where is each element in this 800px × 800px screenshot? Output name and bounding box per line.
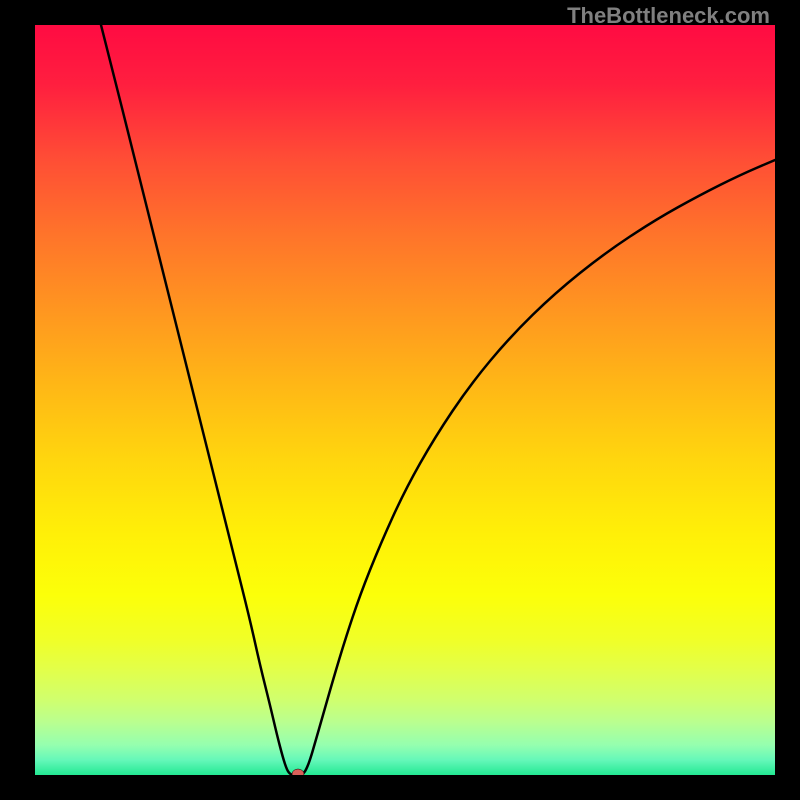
- chart-container: TheBottleneck.com: [0, 0, 800, 800]
- plot-area: [35, 25, 775, 775]
- chart-svg: [35, 25, 775, 775]
- gradient-background: [35, 25, 775, 775]
- watermark-text: TheBottleneck.com: [567, 3, 770, 29]
